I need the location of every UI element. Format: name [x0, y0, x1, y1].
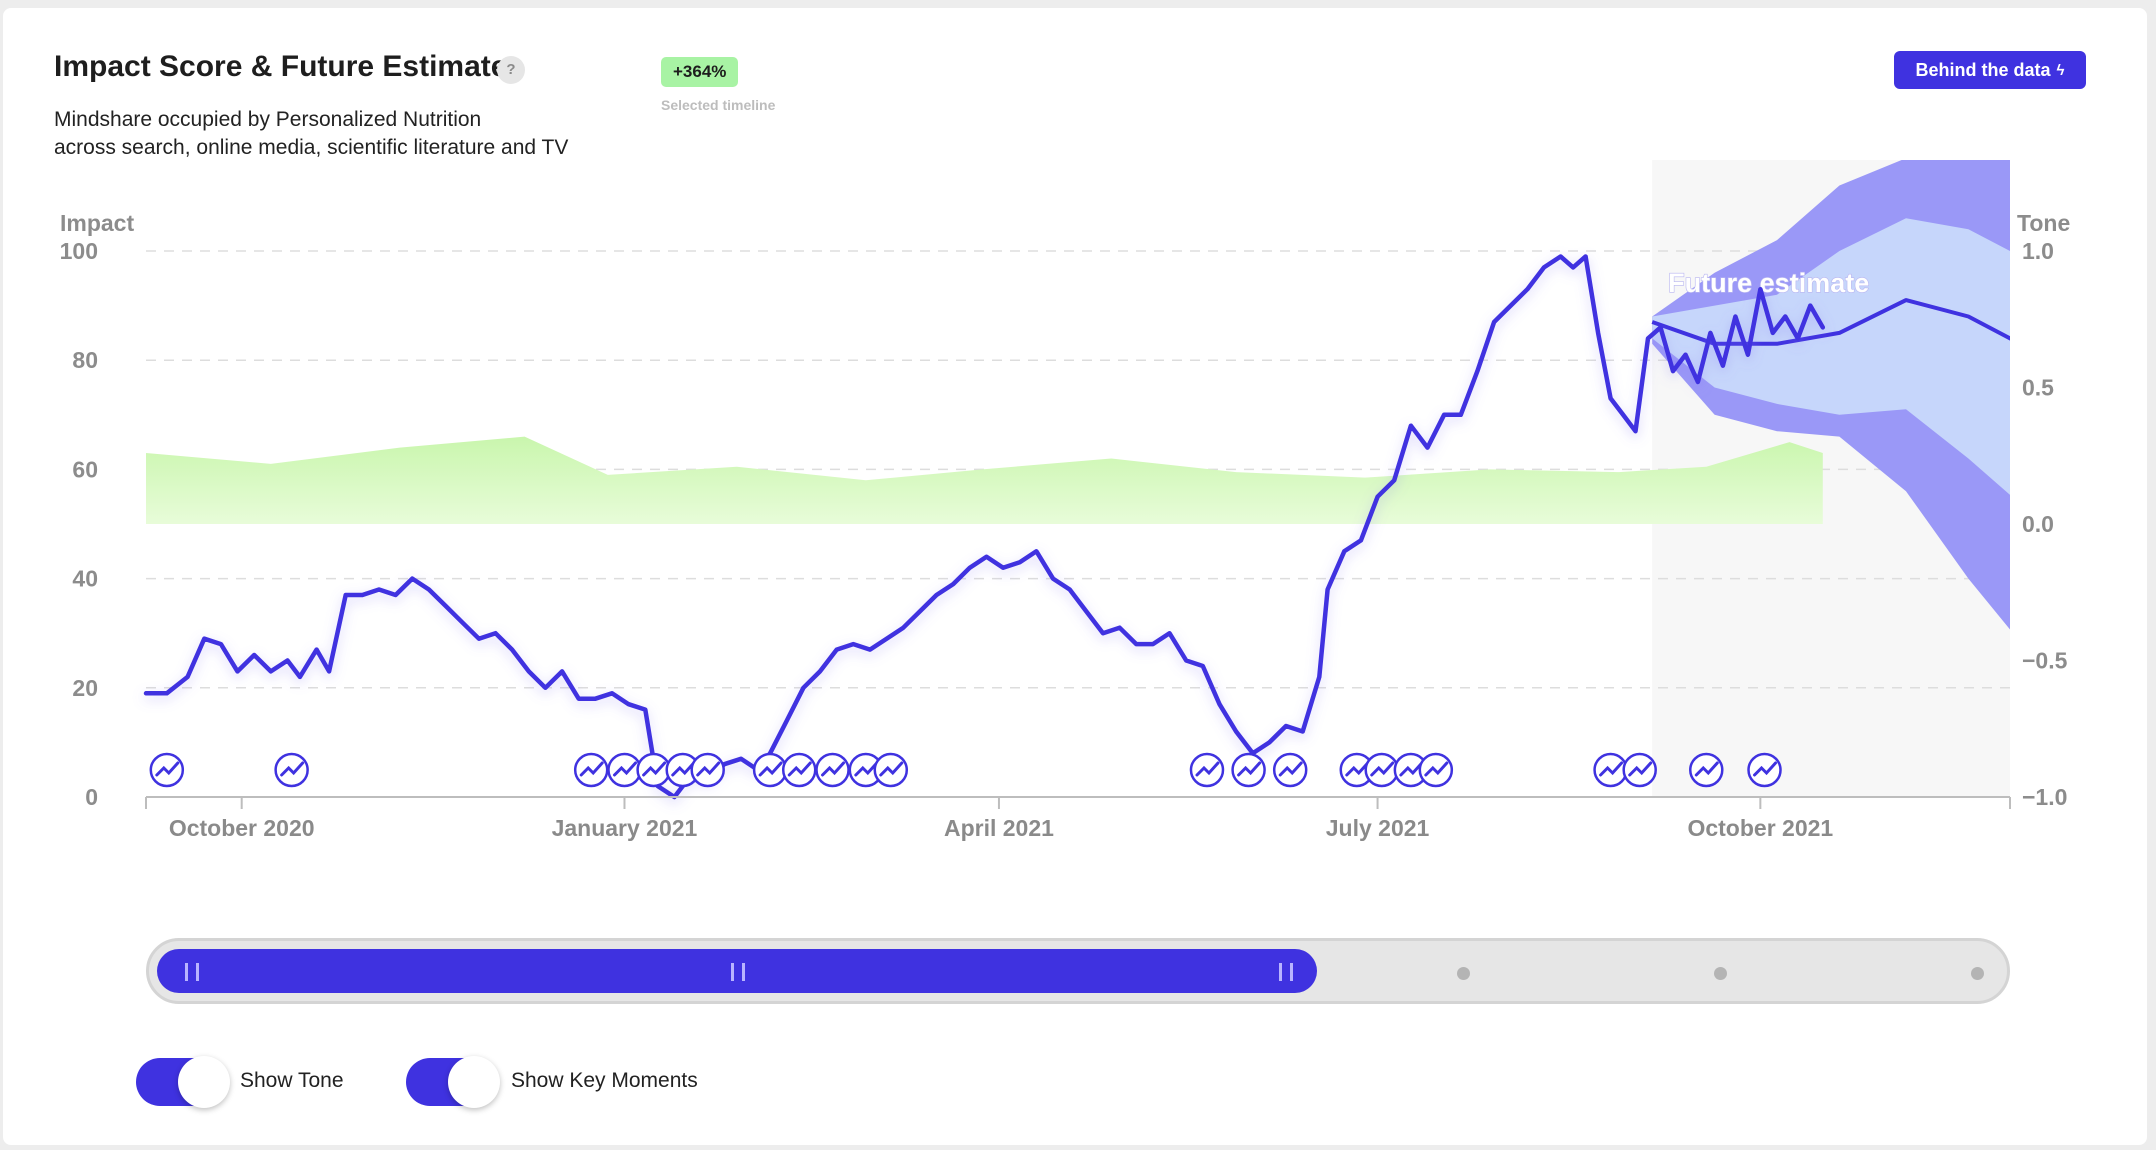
key-moment-icon[interactable] — [848, 752, 884, 788]
y-tick-label: 100 — [60, 238, 98, 264]
toggle-knob — [448, 1056, 500, 1108]
lightning-icon: ϟ — [2056, 61, 2065, 79]
key-moment-icon[interactable] — [1689, 752, 1724, 788]
key-moment-icon[interactable] — [607, 752, 642, 788]
key-moment-icon[interactable] — [1339, 752, 1375, 788]
timeline-range-slider[interactable] — [146, 938, 2010, 1004]
range-middle-handle-icon[interactable] — [731, 963, 745, 981]
impact-line — [143, 254, 1826, 800]
x-tick-label: July 2021 — [1326, 815, 1430, 841]
x-tick-label: October 2020 — [169, 815, 315, 841]
key-moment-icon[interactable] — [1622, 752, 1657, 788]
key-moment-icon[interactable] — [1364, 752, 1399, 788]
y-tick-label: 40 — [72, 566, 98, 592]
y-tick-label: 60 — [72, 456, 98, 482]
chart-subtitle: Mindshare occupied by Personalized Nutri… — [54, 106, 674, 162]
y-tick-label: 80 — [72, 347, 98, 373]
key-moment-icon[interactable] — [752, 752, 788, 788]
x-tick-label: January 2021 — [552, 815, 698, 841]
y2-tick-label: 0.0 — [2022, 511, 2054, 537]
behind-the-data-button[interactable]: Behind the data ϟ — [1894, 51, 2086, 89]
badge-caption: Selected timeline — [661, 97, 776, 113]
y-tick-label: 0 — [85, 784, 98, 810]
range-end-handle-icon[interactable] — [1279, 963, 1293, 981]
subtitle-line-1: Mindshare occupied by Personalized Nutri… — [54, 108, 482, 131]
slider-dot-icon — [1971, 967, 1984, 980]
range-selection[interactable] — [157, 949, 1317, 993]
forecast-label: Future estimate — [1668, 268, 1869, 298]
y2-tick-label: 0.5 — [2022, 375, 2054, 401]
help-icon[interactable]: ? — [497, 56, 525, 84]
show-tone-toggle[interactable] — [136, 1056, 230, 1108]
key-moment-icon[interactable] — [1189, 752, 1225, 788]
slider-dot-icon — [1714, 967, 1727, 980]
page-title: Impact Score & Future Estimate — [54, 50, 508, 83]
key-moment-icon[interactable] — [149, 752, 185, 788]
key-moment-icon[interactable] — [665, 752, 700, 788]
slider-dot-icon — [1457, 967, 1470, 980]
range-start-handle-icon[interactable] — [185, 963, 199, 981]
y2-tick-label: 1.0 — [2022, 238, 2054, 264]
tone-area — [146, 436, 1823, 524]
toggle-knob — [178, 1056, 230, 1108]
key-moment-icon[interactable] — [781, 752, 817, 788]
key-moment-icon[interactable] — [873, 752, 909, 788]
key-moment-icon[interactable] — [274, 752, 309, 788]
key-moment-icon[interactable] — [1231, 752, 1266, 788]
key-moment-icon[interactable] — [1747, 752, 1782, 788]
key-moment-icon[interactable] — [573, 752, 609, 788]
show-key-moments-label: Show Key Moments — [511, 1069, 698, 1092]
y-tick-label: 20 — [72, 675, 98, 701]
y2-tick-label: −0.5 — [2022, 648, 2068, 674]
y-axis-title: Impact — [60, 210, 134, 236]
forecast-inner-band — [1652, 218, 2010, 495]
y2-axis-title: Tone — [2017, 210, 2070, 236]
key-moment-icon[interactable] — [815, 752, 850, 788]
key-moment-icon[interactable] — [1593, 752, 1628, 788]
x-tick-label: April 2021 — [944, 815, 1054, 841]
growth-badge: +364% — [661, 57, 739, 87]
show-tone-label: Show Tone — [240, 1069, 344, 1092]
show-key-moments-toggle[interactable] — [406, 1056, 500, 1108]
key-moment-icon[interactable] — [690, 752, 725, 788]
y2-tick-label: −1.0 — [2022, 784, 2067, 810]
key-moment-icon[interactable] — [1272, 752, 1308, 788]
behind-the-data-label: Behind the data — [1915, 59, 2051, 80]
subtitle-line-2: across search, online media, scientific … — [54, 136, 569, 159]
key-moment-icon[interactable] — [1418, 752, 1454, 788]
x-tick-label: October 2021 — [1687, 815, 1833, 841]
key-moment-icon[interactable] — [636, 752, 671, 788]
